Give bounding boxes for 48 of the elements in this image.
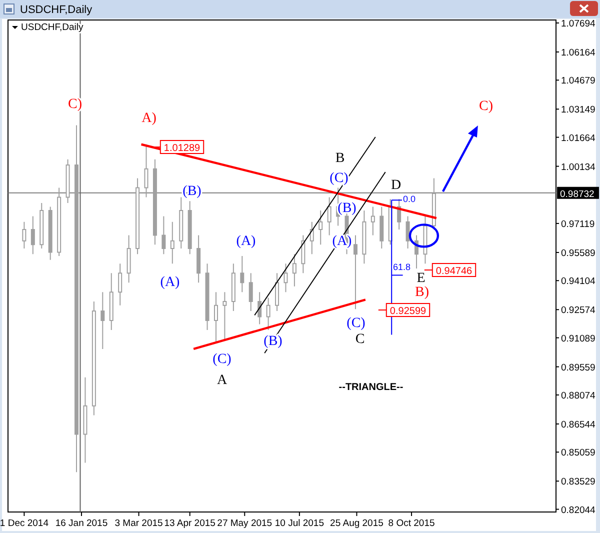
y-tick-label: 0.97119	[561, 218, 595, 230]
annotation: 0.92599	[390, 306, 427, 317]
annotation: (C)	[212, 352, 232, 367]
annotation: (C)	[346, 316, 366, 331]
y-tick-label: 0.91089	[561, 333, 596, 344]
x-tick-label: 10 Jul 2015	[274, 518, 324, 529]
y-tick-label: 0.82044	[561, 504, 596, 516]
y-tick-label: 0.92574	[561, 305, 596, 316]
y-tick-label: 0.83529	[561, 476, 596, 488]
y-tick-label: 0.94104	[561, 276, 596, 288]
y-tick-label: 0.85059	[561, 448, 596, 459]
annotation: --TRIANGLE--	[338, 382, 404, 393]
annotation: A	[216, 373, 228, 388]
annotation: 0.94746	[436, 266, 473, 277]
annotation: A)	[142, 111, 157, 126]
annotation: (C)	[330, 171, 349, 186]
y-tick-label: 1.00134	[561, 162, 596, 173]
annotation: C)	[479, 99, 494, 114]
annotation: D	[390, 178, 402, 193]
annotation: 0.0	[403, 194, 416, 204]
y-tick-label: 1.04679	[561, 76, 596, 87]
x-tick-label: 3 Mar 2015	[114, 518, 163, 529]
y-tick-label: 0.86544	[561, 419, 596, 430]
annotation: C	[355, 332, 365, 347]
annotation: (A)	[160, 275, 180, 290]
y-tick-label: 0.95589	[561, 248, 596, 259]
x-tick-label: 13 Apr 2015	[164, 518, 216, 529]
annotation: (B)	[182, 184, 202, 199]
y-tick-label: 1.07694	[561, 18, 596, 30]
annotation: 61.8	[393, 262, 411, 272]
y-tick-label: 1.03149	[561, 104, 596, 116]
annotation: 1.01289	[164, 143, 201, 154]
x-tick-label: 27 May 2015	[217, 518, 272, 529]
x-tick-label: 25 Aug 2015	[330, 518, 384, 529]
annotation: B	[335, 151, 345, 166]
annotation: (B)	[338, 201, 357, 216]
annotation: B)	[415, 285, 430, 300]
y-tick-label: 0.89559	[561, 362, 596, 374]
y-tick-label: 1.01664	[561, 132, 596, 144]
y-tick-label: 0.88074	[561, 390, 596, 402]
y-tick-label: 1.06164	[561, 47, 596, 58]
x-tick-label: 16 Jan 2015	[55, 518, 108, 529]
ref-line-label: 0.98732	[560, 188, 594, 200]
annotation: (A)	[236, 234, 256, 249]
x-tick-label: 1 Dec 2014	[0, 518, 48, 529]
x-tick-label: 8 Oct 2015	[388, 518, 435, 529]
annotation: E	[416, 271, 426, 286]
chart-title: USDCHF,Daily	[20, 4, 93, 16]
